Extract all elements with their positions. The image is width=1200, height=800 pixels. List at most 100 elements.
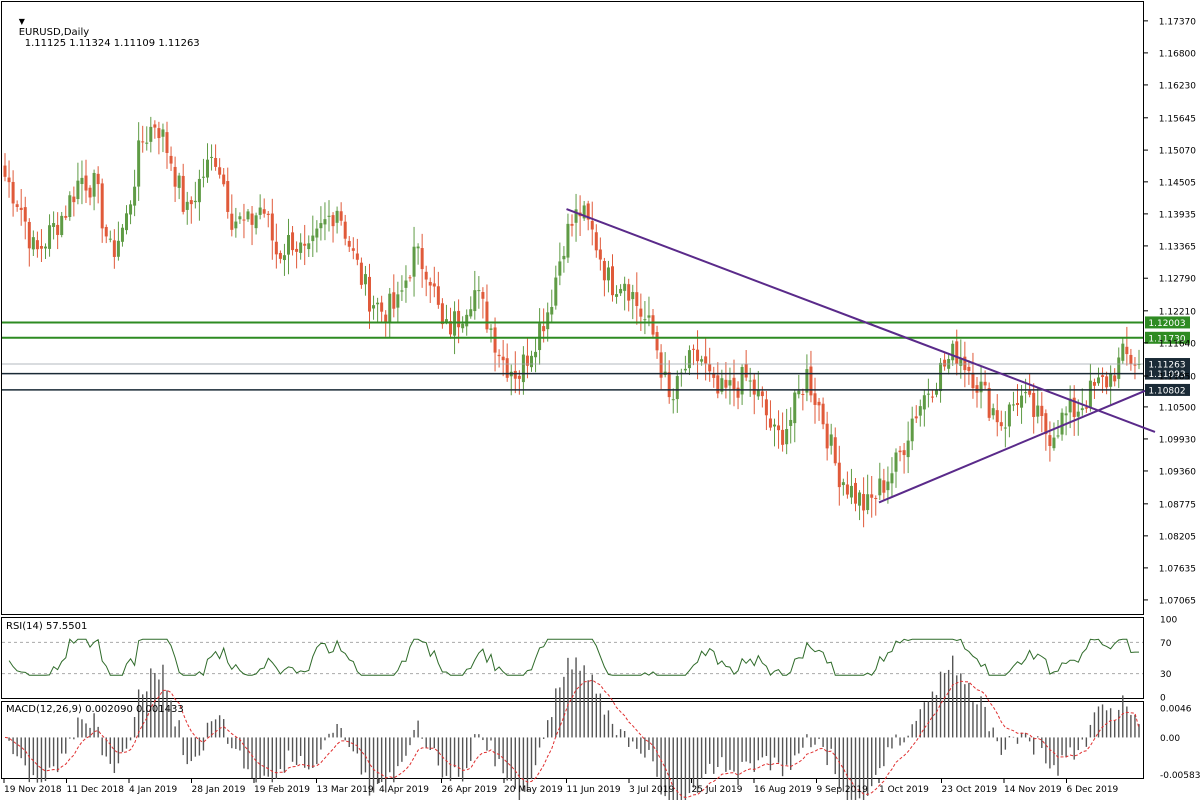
- candle-body: [1072, 397, 1076, 418]
- candle-body: [959, 358, 963, 366]
- candle-body: [177, 175, 181, 188]
- candle-body: [473, 290, 477, 312]
- candle-body: [623, 283, 627, 291]
- candle-body: [902, 450, 906, 456]
- candle-body: [359, 262, 363, 285]
- candle-body: [611, 266, 614, 296]
- candle-body: [890, 473, 894, 484]
- candle-body: [444, 319, 448, 322]
- rsi-tick-label: 30: [1160, 670, 1172, 680]
- candle-body: [1064, 413, 1068, 416]
- level-label: 1.11730: [1148, 334, 1185, 344]
- candle-body: [250, 213, 254, 225]
- candle-body: [141, 141, 145, 143]
- level-label: 1.12003: [1148, 319, 1185, 329]
- candle-body: [849, 485, 853, 498]
- candle-body: [400, 290, 404, 292]
- candle-body: [44, 246, 47, 249]
- candle-body: [521, 354, 525, 383]
- level-label-bg: [1145, 316, 1190, 329]
- candle-body: [282, 255, 286, 261]
- candle-body: [52, 223, 56, 227]
- candle-body: [955, 341, 959, 364]
- candle-body: [84, 175, 88, 191]
- candle-body: [918, 406, 922, 416]
- candle-body: [716, 375, 720, 394]
- candle-body: [647, 315, 651, 318]
- date-tick-label: 20 May 2019: [504, 785, 563, 795]
- candle-body: [1056, 435, 1060, 437]
- price-tick-label: 1.13935: [1159, 210, 1196, 220]
- candle-body: [781, 429, 785, 445]
- candle-body: [926, 393, 930, 395]
- candle-body: [1125, 346, 1129, 355]
- candle-body: [363, 274, 367, 285]
- candle-body: [862, 494, 866, 511]
- candle-body: [728, 380, 732, 386]
- candle-body: [120, 227, 124, 242]
- level-label: 1.11093: [1148, 370, 1185, 380]
- candle-body: [278, 252, 282, 259]
- macd-tick-label: -0.00583: [1160, 771, 1200, 781]
- candle-body: [270, 213, 274, 241]
- candle-body: [104, 226, 108, 237]
- candle-body: [449, 321, 452, 335]
- candle-body: [967, 366, 971, 371]
- candle-body: [145, 142, 149, 144]
- candle-body: [683, 368, 687, 371]
- date-tick-label: 4 Jan 2019: [129, 785, 177, 795]
- candle-body: [185, 201, 189, 210]
- dropdown-triangle-icon[interactable]: ▼: [18, 17, 25, 26]
- candle-body: [497, 354, 501, 357]
- candle-body: [995, 410, 999, 423]
- candle-body: [56, 224, 60, 235]
- candle-body: [129, 204, 133, 215]
- candle-body: [1011, 404, 1015, 406]
- date-tick-label: 16 Aug 2019: [754, 785, 812, 795]
- candle-body: [558, 261, 562, 276]
- candle-body: [1133, 364, 1137, 366]
- candle-body: [708, 364, 712, 372]
- candle-body: [748, 380, 752, 382]
- candle-body: [594, 232, 598, 251]
- candle-body: [517, 375, 521, 379]
- candle-body: [323, 219, 327, 225]
- candle-body: [295, 248, 299, 252]
- candle-body: [809, 366, 813, 396]
- candle-body: [388, 293, 392, 323]
- candle-body: [137, 140, 141, 187]
- candle-body: [485, 301, 489, 330]
- candle-body: [939, 362, 943, 392]
- candle-body: [230, 213, 234, 230]
- candle-body: [481, 292, 485, 299]
- candle-body: [35, 240, 39, 250]
- candle-body: [161, 129, 165, 137]
- candle-body: [311, 235, 315, 242]
- candle-body: [1052, 437, 1056, 449]
- candle-body: [1003, 427, 1007, 429]
- candle-body: [687, 350, 691, 369]
- candle-body: [477, 290, 481, 292]
- candle-body: [1121, 343, 1125, 361]
- candle-body: [7, 177, 11, 183]
- candle-body: [906, 440, 910, 458]
- candle-body: [432, 283, 436, 287]
- candle-body: [566, 223, 570, 258]
- ohlc-label: 1.11125 1.11324 1.11109 1.11263: [24, 38, 200, 49]
- candle-body: [242, 219, 246, 221]
- price-tick-label: 1.17370: [1159, 17, 1196, 27]
- candle-body: [886, 481, 890, 491]
- candle-body: [327, 215, 331, 217]
- price-tick-label: 1.11640: [1159, 339, 1196, 349]
- candle-body: [1020, 395, 1024, 408]
- candle-body: [659, 352, 663, 378]
- candle-body: [951, 343, 955, 361]
- date-tick-label: 14 Nov 2019: [1004, 785, 1062, 795]
- date-tick-label: 26 Apr 2019: [442, 785, 498, 795]
- candle-body: [214, 157, 218, 167]
- candle-body: [88, 187, 92, 198]
- candle-body: [1076, 411, 1080, 417]
- candle-body: [15, 204, 19, 207]
